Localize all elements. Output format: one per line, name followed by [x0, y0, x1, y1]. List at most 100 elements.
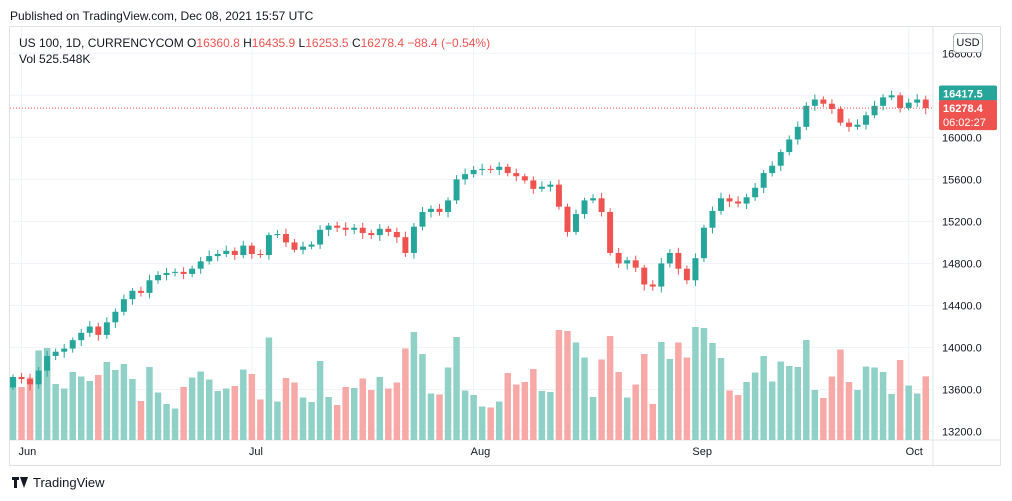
volume-bar	[717, 358, 725, 440]
x-tick-label: Oct	[906, 446, 923, 458]
candle-body	[419, 211, 426, 227]
volume-bar	[103, 362, 111, 440]
tradingview-logo[interactable]: TradingView	[12, 475, 105, 490]
candle-body	[112, 311, 119, 323]
candle-body	[385, 228, 392, 232]
candle-body	[334, 225, 341, 228]
candle-body	[103, 322, 110, 335]
candle-body	[61, 348, 68, 352]
volume-bar	[589, 397, 597, 440]
volume-legend: Vol 525.548K	[19, 52, 90, 66]
candle-body	[342, 227, 349, 230]
candle-body	[462, 174, 469, 180]
candle-body	[555, 184, 562, 207]
volume-bar	[43, 348, 51, 440]
candle-body	[598, 198, 605, 212]
volume-bar	[214, 391, 221, 440]
candle-body	[291, 242, 298, 250]
candle-body	[743, 197, 750, 204]
candle-body	[581, 200, 588, 215]
volume-bar	[453, 337, 460, 440]
candle-body	[86, 326, 93, 333]
volume-bar	[530, 369, 537, 440]
high-marker-label: 16417.5	[943, 88, 983, 100]
volume-bar	[129, 379, 136, 440]
volume-bars	[9, 327, 929, 440]
candle-body	[368, 232, 375, 236]
volume-bar	[581, 357, 588, 440]
candle-body	[538, 186, 545, 189]
candle-body	[871, 105, 878, 116]
candle-body	[683, 268, 690, 281]
volume-bar	[854, 390, 861, 440]
volume-bar	[410, 332, 418, 440]
candle-body	[146, 280, 153, 293]
volume-bar	[905, 385, 912, 440]
volume-bar	[692, 327, 699, 440]
candle-body	[820, 99, 827, 104]
volume-bar	[231, 386, 239, 440]
candle-body	[845, 122, 852, 127]
volume-bar	[265, 337, 273, 440]
candle-body	[521, 176, 528, 181]
grid-lines	[10, 27, 1000, 465]
currency-button[interactable]: USD	[953, 33, 983, 53]
candle-body	[325, 225, 332, 230]
volume-bar	[521, 382, 529, 440]
candle-body	[189, 268, 196, 274]
time-axis: JunJulAugSepOctNov	[19, 446, 923, 458]
candle-body	[513, 173, 520, 177]
candle-body	[769, 165, 776, 174]
volume-bar	[700, 328, 708, 440]
volume-bar	[197, 371, 204, 440]
y-tick-label: 15200.0	[942, 216, 982, 228]
candle-body	[155, 275, 161, 281]
vol-label: Vol	[19, 52, 36, 66]
volume-bar	[640, 354, 648, 440]
volume-bar	[794, 367, 802, 440]
volume-bar	[35, 350, 42, 440]
candle-body	[44, 355, 51, 371]
volume-bar	[146, 367, 153, 440]
high-value: 16435.9	[251, 36, 296, 50]
volume-bar	[538, 391, 546, 440]
chart-frame[interactable]	[9, 26, 1001, 466]
candle-body	[351, 227, 358, 230]
candle-body	[445, 200, 452, 212]
volume-bar	[18, 387, 25, 440]
volume-bar	[427, 393, 435, 440]
volume-bar	[811, 390, 819, 440]
volume-bar	[308, 402, 315, 440]
volume-bar	[820, 398, 827, 440]
volume-bar	[112, 370, 119, 440]
volume-bar	[137, 401, 145, 440]
volume-bar	[871, 367, 878, 440]
candlesticks	[10, 90, 929, 391]
volume-bar	[52, 384, 59, 440]
volume-bar	[385, 388, 392, 440]
candle-body	[317, 229, 324, 245]
volume-bar	[393, 382, 401, 440]
volume-bar	[513, 384, 520, 440]
candle-body	[624, 260, 631, 264]
volume-bar	[333, 405, 341, 440]
candle-body	[35, 370, 42, 385]
last-marker-label: 16278.4	[943, 103, 984, 115]
close-label: C	[351, 36, 361, 50]
volume-bar	[913, 393, 921, 440]
candle-body	[777, 152, 784, 166]
volume-bar	[180, 387, 187, 440]
low-label: L	[298, 36, 306, 50]
candle-body	[880, 97, 887, 106]
x-tick-label: Sep	[692, 446, 712, 458]
candle-body	[453, 179, 460, 201]
candle-body	[163, 272, 170, 276]
volume-bar	[444, 367, 452, 440]
candle-body	[752, 187, 759, 198]
volume-bar	[547, 392, 554, 440]
volume-bar	[726, 390, 733, 440]
candle-body	[359, 227, 366, 233]
y-tick-label: 15600.0	[942, 174, 982, 186]
